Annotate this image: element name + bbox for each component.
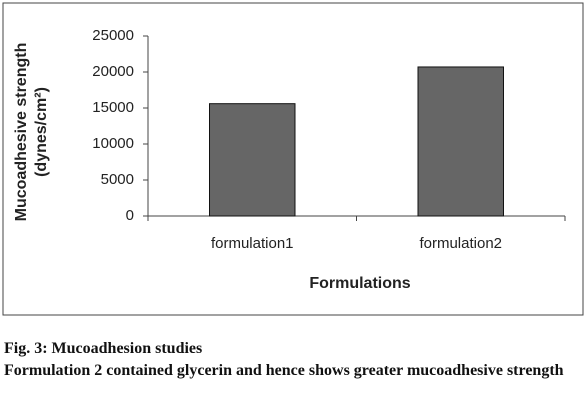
y-tick-label: 20000 <box>92 63 134 80</box>
chart-frame <box>2 2 584 316</box>
x-tick-label: formulation1 <box>211 235 294 252</box>
y-tick-label: 0 <box>126 207 134 224</box>
y-tick-label: 5000 <box>101 171 134 188</box>
chart: Formulations Mucoadhesive strength (dyne… <box>2 2 584 316</box>
bar <box>417 66 504 217</box>
y-tick-label: 15000 <box>92 99 134 116</box>
y-tick-label: 25000 <box>92 27 134 44</box>
caption-title: Fig. 3: Mucoadhesion studies <box>4 340 203 357</box>
y-tick-label: 10000 <box>92 135 134 152</box>
y-axis-label: (dynes/cm²) <box>33 87 50 177</box>
caption-text: Formulation 2 contained glycerin and hen… <box>4 362 564 379</box>
x-tick-label: formulation2 <box>419 235 502 252</box>
bar <box>209 103 296 217</box>
y-axis-label: Mucoadhesive strength <box>13 43 30 222</box>
x-axis-label: Formulations <box>309 275 410 292</box>
